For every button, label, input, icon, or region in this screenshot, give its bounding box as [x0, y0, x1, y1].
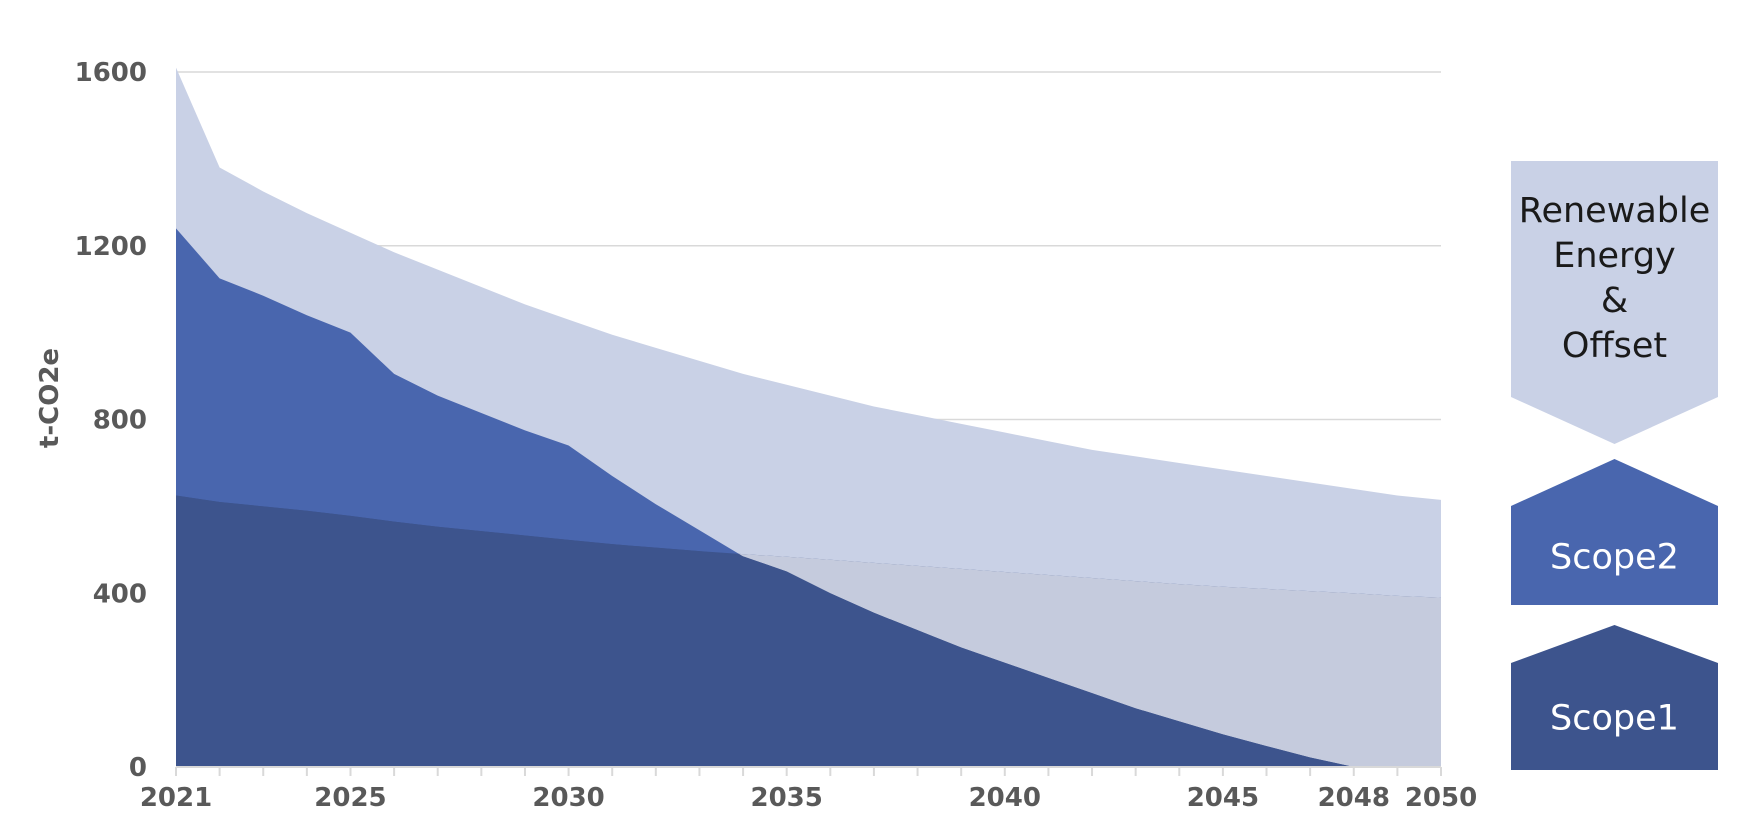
legend-label-scope1-line1: Scope1	[1550, 699, 1679, 739]
x-tick-label-2021: 2021	[140, 783, 212, 813]
x-tick-label-2025: 2025	[314, 783, 386, 813]
legend: Renewable Energy & Offset Scope2 Scope1	[1511, 161, 1718, 770]
axes: 2021 2025 2030 2035 2040 2045 2048 2050 0 400 800 1…	[75, 58, 1478, 813]
y-tick-label-1600: 1600	[75, 58, 147, 88]
legend-marker-scope1	[1511, 625, 1718, 770]
x-tick-label-2050: 2050	[1405, 783, 1477, 813]
legend-label-scope2-line1: Scope2	[1550, 538, 1679, 578]
legend-marker-renewable	[1511, 161, 1718, 444]
area-scope1-core	[176, 495, 1441, 767]
x-tick-label-2045: 2045	[1187, 783, 1259, 813]
x-tick-label-2048: 2048	[1318, 783, 1390, 813]
x-tick-label-2040: 2040	[969, 783, 1041, 813]
x-tick-label-2035: 2035	[751, 783, 823, 813]
legend-label-renewable-line1: Renewable	[1519, 191, 1711, 231]
legend-label-renewable-line4: Offset	[1562, 326, 1667, 366]
y-axis-title: t-CO2e	[35, 348, 65, 448]
y-tick-label-400: 400	[93, 579, 147, 609]
x-tick-label-2030: 2030	[532, 783, 604, 813]
area-scope1-overlap	[738, 553, 1441, 767]
area-series	[176, 67, 1441, 767]
y-tick-label-0: 0	[129, 753, 147, 783]
y-tick-label-1200: 1200	[75, 232, 147, 262]
y-tick-label-800: 800	[93, 406, 147, 436]
legend-marker-scope2	[1511, 459, 1718, 605]
legend-label-renewable-line3: &	[1601, 281, 1628, 321]
legend-label-renewable-line2: Energy	[1553, 236, 1676, 276]
